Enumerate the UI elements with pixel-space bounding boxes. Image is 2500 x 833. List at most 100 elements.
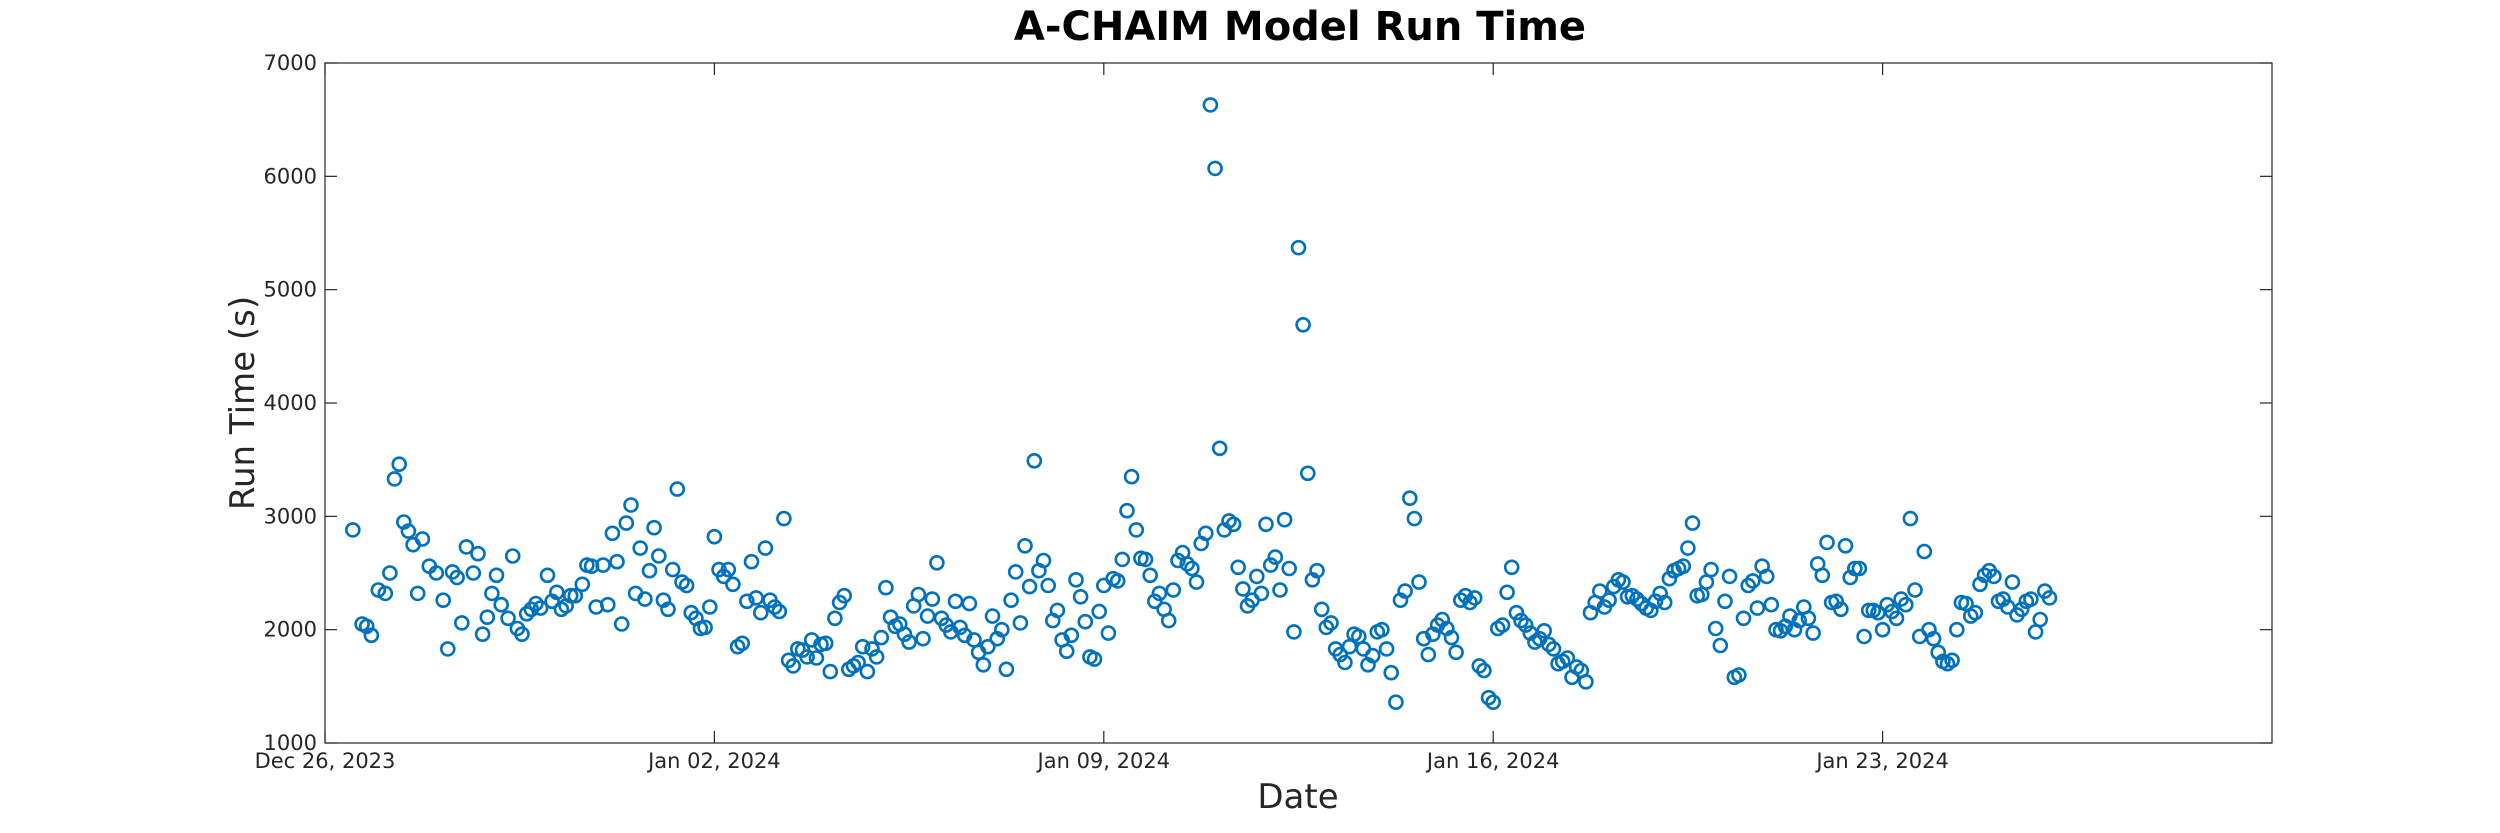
data-point (1578, 673, 1594, 690)
data-point (391, 456, 408, 473)
data-point (1323, 615, 1339, 631)
data-point (785, 658, 802, 674)
data-point (1388, 694, 1404, 711)
data-point (386, 471, 403, 487)
data-point (1800, 610, 1817, 627)
data-point (1007, 564, 1024, 580)
data-point (539, 567, 556, 584)
data-point (1142, 567, 1158, 584)
data-points (344, 97, 2058, 711)
data-point (1851, 560, 1868, 577)
data-point (1318, 619, 1335, 636)
plot-frame (324, 62, 2273, 744)
data-point (1758, 568, 1775, 585)
data-point (414, 531, 431, 547)
x-tick-label: Jan 09, 2024 (1036, 749, 1171, 773)
data-point (1949, 621, 1965, 638)
data-point (1466, 590, 1483, 606)
data-point (646, 519, 662, 536)
data-point (1976, 567, 1993, 584)
data-point (474, 626, 491, 643)
data-point (609, 553, 625, 570)
data-point (583, 558, 600, 575)
data-point (776, 510, 792, 527)
data-point (952, 619, 968, 636)
data-point (1253, 585, 1270, 602)
data-point (739, 593, 755, 610)
data-point (1995, 591, 2011, 607)
data-point (1063, 627, 1080, 644)
data-point (1819, 534, 1835, 551)
data-point (734, 635, 751, 652)
data-point (604, 525, 621, 542)
chart-title: A-CHAIM Model Run Time (1014, 4, 1586, 50)
data-point (947, 593, 964, 610)
data-point (479, 609, 496, 626)
data-point (1541, 636, 1557, 653)
data-point (1707, 620, 1724, 637)
data-point (1443, 629, 1460, 646)
data-point (924, 591, 941, 607)
y-axis: 1000 2000 3000 4000 5000 6000 7000 (264, 51, 2272, 755)
data-point (725, 576, 741, 593)
data-point (850, 654, 866, 671)
data-point (1295, 316, 1311, 333)
data-point (2027, 624, 2044, 640)
data-point (1397, 583, 1413, 599)
data-point (1684, 515, 1701, 531)
data-point (1675, 558, 1692, 575)
data-point (1202, 97, 1219, 113)
data-point (1856, 628, 1872, 645)
data-point (484, 585, 500, 602)
data-point (1731, 667, 1747, 683)
data-point (1058, 643, 1075, 660)
data-point (1337, 654, 1353, 671)
data-point (488, 567, 505, 584)
data-point (1281, 560, 1297, 577)
data-point (363, 627, 380, 644)
data-point (504, 548, 521, 564)
data-point (799, 649, 815, 665)
data-point (1003, 592, 1019, 609)
data-point (678, 577, 695, 594)
data-point (1123, 468, 1140, 485)
data-point (518, 605, 535, 622)
data-point (1151, 585, 1168, 602)
data-point (1601, 592, 1617, 609)
x-tick-label: Dec 26, 2023 (255, 749, 396, 773)
data-point (1313, 601, 1330, 618)
data-point (1040, 577, 1056, 594)
data-point (1559, 650, 1576, 666)
data-point (1592, 583, 1608, 599)
data-point (400, 523, 417, 539)
data-point (1986, 568, 2002, 585)
data-point (1860, 602, 1877, 619)
data-point (998, 661, 1015, 678)
data-point (1188, 574, 1205, 590)
data-point (771, 603, 788, 620)
data-point (1847, 560, 1863, 577)
data-point (1119, 502, 1135, 519)
data-point (344, 522, 361, 538)
data-point (664, 561, 681, 578)
data-point (1309, 562, 1325, 579)
data-point (1179, 556, 1195, 572)
x-axis: Dec 26, 2023 Jan 02, 2024 Jan 09, 2024 Jan … (255, 63, 1949, 773)
data-point (1791, 612, 1807, 629)
data-point (864, 641, 880, 657)
data-point (1160, 612, 1177, 629)
x-tick-label: Jan 02, 2024 (646, 749, 781, 773)
data-point (1077, 613, 1094, 630)
data-point (650, 548, 667, 564)
data-point (827, 610, 843, 627)
y-axis-label: Run Time (s) (223, 296, 263, 510)
data-point (637, 591, 653, 607)
data-point (1374, 621, 1390, 638)
data-point (1749, 600, 1766, 616)
data-point (1021, 578, 1038, 595)
data-point (1888, 610, 1905, 627)
data-point (1262, 557, 1279, 573)
data-point (632, 540, 649, 556)
data-point (1165, 582, 1182, 598)
